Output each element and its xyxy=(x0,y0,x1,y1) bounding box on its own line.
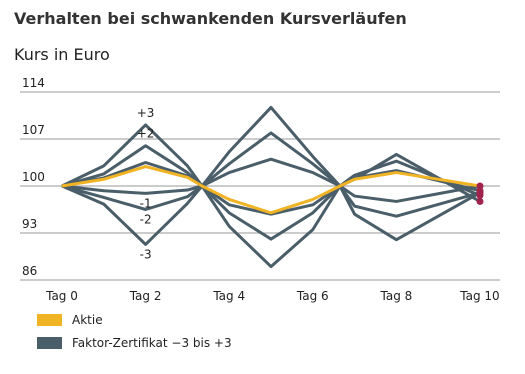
factor-line xyxy=(61,105,481,203)
y-tick-label: 86 xyxy=(22,264,37,278)
x-tick-label: Tag 10 xyxy=(459,289,499,303)
line-label: +3 xyxy=(137,106,155,120)
legend-label: Faktor-Zertifikat −3 bis +3 xyxy=(72,336,232,350)
y-tick-label: 107 xyxy=(22,123,45,137)
factor-line xyxy=(61,184,481,216)
x-tick-label: Tag 0 xyxy=(45,289,78,303)
stock-line xyxy=(61,165,481,215)
y-tick-label: 100 xyxy=(22,170,45,184)
legend-label: Aktie xyxy=(72,313,103,327)
chart-subtitle: Kurs in Euro xyxy=(14,45,110,64)
y-tick-label: 114 xyxy=(22,76,45,90)
x-tick-label: Tag 4 xyxy=(212,289,245,303)
x-tick-label: Tag 6 xyxy=(296,289,329,303)
line-label: -1 xyxy=(140,196,152,210)
factor-line xyxy=(61,184,481,241)
end-marker xyxy=(476,197,484,205)
factor-line xyxy=(61,184,481,269)
line-label: -2 xyxy=(140,213,152,227)
x-tick-label: Tag 8 xyxy=(380,289,413,303)
x-tick-label: Tag 2 xyxy=(129,289,162,303)
end-marker xyxy=(476,182,484,190)
chart-title: Verhalten bei schwankenden Kursverläufen xyxy=(14,9,407,28)
line-label: -3 xyxy=(140,247,152,261)
legend-swatch xyxy=(37,337,62,349)
legend-swatch xyxy=(37,314,62,326)
factor-line xyxy=(61,131,481,197)
y-tick-label: 93 xyxy=(22,217,37,231)
line-label: +2 xyxy=(137,127,155,141)
end-marker xyxy=(476,189,484,197)
